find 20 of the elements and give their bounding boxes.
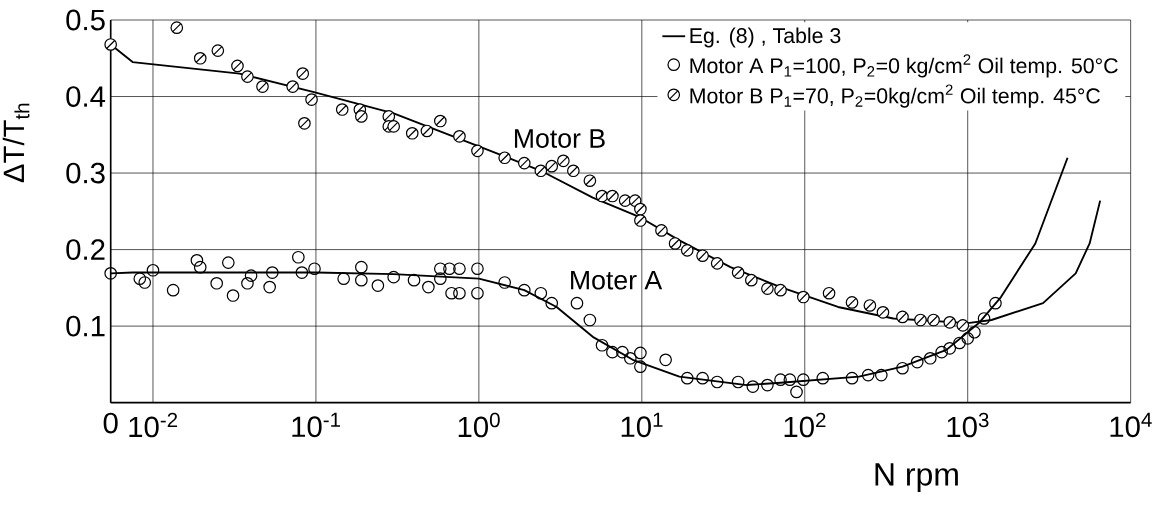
x-tick-label: 10$^{3}$ — [947, 412, 989, 438]
x-axis-title: N rpm — [875, 463, 958, 493]
y-tick-label: 0.4 — [66, 86, 106, 107]
y-axis-title: ΔT/T$_{th}$ — [2, 103, 30, 183]
y-tick-label: 0.5 — [66, 9, 105, 31]
x-tick-label: 10$^{0}$ — [458, 412, 500, 438]
x-tick-label: 10$^{-2}$ — [129, 412, 178, 438]
x-tick-label: 10$^{4}$ — [1110, 412, 1152, 438]
legend-label: Motor A P$_{1}$=100, P$_{2}$=0 kg/cm$^{2}$ Oil temp. 50°C — [690, 54, 1118, 78]
annotation: Motor B — [514, 129, 605, 148]
y-tick-label: 0.3 — [66, 162, 105, 184]
x-tick-label: 0 — [103, 412, 118, 434]
legend-label: Motor B P$_{1}$=70, P$_{2}$=0kg/cm$^{2}$ Oil temp. 45°C — [690, 84, 1100, 108]
legend-label: Eg. (8) , Table 3 — [690, 27, 841, 48]
x-tick-label: 10$^{2}$ — [784, 412, 826, 438]
y-tick-label: 0.2 — [66, 239, 105, 260]
x-tick-label: 10$^{1}$ — [621, 412, 663, 438]
y-tick-label: 0.1 — [66, 315, 105, 337]
x-tick-label: 10$^{-1}$ — [292, 412, 341, 438]
annotation: Moter A — [571, 270, 663, 290]
